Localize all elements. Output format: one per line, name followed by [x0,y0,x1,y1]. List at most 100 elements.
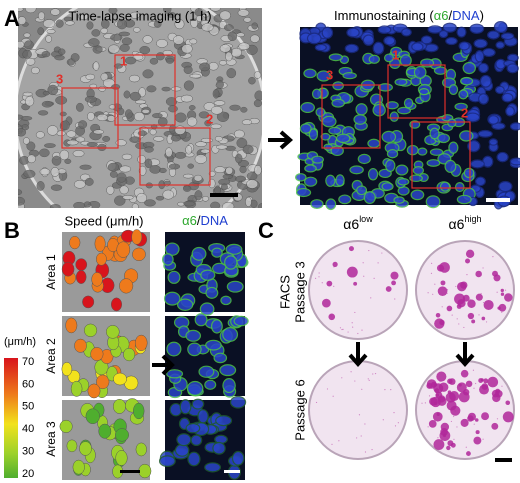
colony [348,269,350,271]
cell [51,155,62,166]
cell [213,100,226,106]
cell [125,109,133,119]
colony [455,285,457,288]
nucleus [385,159,396,173]
roi-box [321,84,381,149]
nucleus [321,115,337,128]
colony [496,418,499,420]
cell [210,105,223,115]
colony [446,445,451,451]
cell [39,148,50,158]
nucleus [185,329,202,342]
colony [467,299,476,308]
colony [341,328,343,331]
nucleus [501,92,514,103]
colony [434,401,438,406]
colony [473,423,475,425]
cell [30,66,40,75]
cell [142,35,153,44]
cell [237,9,250,17]
colony [428,395,431,397]
cell [141,109,150,114]
nucleus [310,199,324,210]
cell [238,42,250,51]
cell [121,37,133,46]
nucleus [295,173,307,182]
tracked-cell [75,270,87,284]
colony [474,418,479,422]
arrow [348,342,368,368]
nucleus [447,118,457,128]
colony [439,262,450,273]
cell [153,136,165,142]
nucleus [433,66,448,75]
cell [116,19,128,30]
arrow [152,354,175,376]
cell [236,32,245,38]
cell [222,202,235,208]
cell [214,166,226,174]
colony [469,298,471,300]
colony [481,383,489,390]
cell [72,150,85,157]
cell [23,40,34,50]
cell [59,111,67,117]
row-label: FACS [277,275,292,309]
colony [466,451,471,456]
cell [172,35,185,45]
nucleus [367,138,381,149]
colony [361,329,363,331]
nucleus [411,42,424,52]
nucleus [363,191,376,205]
cell [129,136,141,143]
colony [332,261,338,268]
nucleus [197,409,209,424]
cell [66,139,79,146]
tracked-cell [112,398,126,414]
color-scale [4,358,18,478]
tracked-cell [133,402,145,420]
nucleus [211,247,223,258]
colony [497,306,501,310]
cell [49,204,61,208]
nucleus [338,194,352,205]
colony [471,319,476,324]
cell [200,148,210,154]
tracked-cell [110,297,123,312]
cell [159,167,167,174]
cell [92,61,100,71]
colony [491,389,500,398]
nucleus [225,243,243,255]
cell [181,44,193,54]
nucleus [176,433,192,447]
colony [481,316,486,321]
nucleus [426,159,441,167]
colony [442,433,447,438]
nucleus [463,167,475,179]
nucleus [325,198,337,211]
colony [475,382,477,385]
cell [202,195,209,202]
cell [199,62,211,72]
nucleus [401,28,412,37]
colony [501,385,503,387]
colony [326,280,333,287]
colony [424,402,426,404]
nucleus [314,43,327,52]
cell [96,113,109,122]
cell [87,111,95,121]
tracked-cell [98,423,112,439]
tracked-cell [119,278,134,294]
colony [428,420,437,428]
cell [76,102,84,112]
cell [129,74,140,83]
tracked-cell [72,459,85,475]
cell [245,196,252,207]
cell [18,189,23,196]
nucleus [498,180,513,193]
nucleus [459,130,474,142]
nucleus [191,398,205,410]
cell [189,73,202,79]
nucleus [226,280,244,293]
colony [453,415,455,418]
